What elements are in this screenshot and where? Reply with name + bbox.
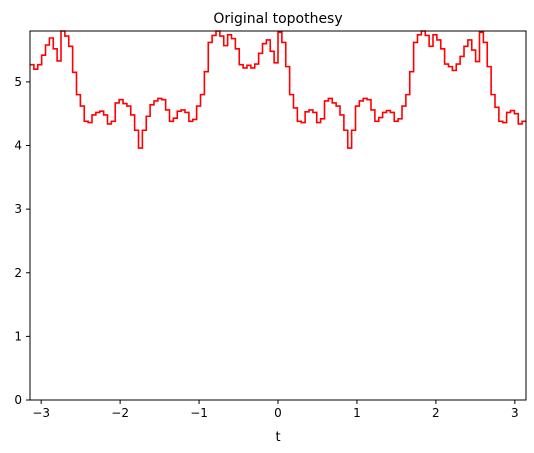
chart-title: Original topothesy bbox=[213, 11, 342, 27]
x-tick-label: 0 bbox=[274, 406, 282, 420]
plot-frame bbox=[29, 30, 527, 401]
y-tick-label: 4 bbox=[14, 139, 22, 153]
series-line bbox=[30, 30, 526, 149]
y-tick-label: 2 bbox=[14, 266, 22, 280]
x-tick-label: 1 bbox=[353, 406, 361, 420]
x-tick-label: −1 bbox=[190, 406, 208, 420]
x-tick-label: −2 bbox=[111, 406, 129, 420]
y-axis: 0 1 2 3 4 5 bbox=[14, 75, 30, 407]
x-tick-label: −3 bbox=[32, 406, 50, 420]
x-axis-label: t bbox=[275, 430, 280, 445]
y-tick-label: 1 bbox=[14, 329, 22, 343]
plot-area bbox=[29, 30, 527, 401]
y-tick-label: 5 bbox=[14, 75, 22, 89]
x-tick-label: 3 bbox=[511, 406, 519, 420]
x-axis: −3 −2 −1 0 1 2 3 bbox=[32, 400, 519, 420]
x-tick-label: 2 bbox=[432, 406, 440, 420]
y-tick-label: 0 bbox=[14, 393, 22, 407]
y-tick-label: 3 bbox=[14, 202, 22, 216]
